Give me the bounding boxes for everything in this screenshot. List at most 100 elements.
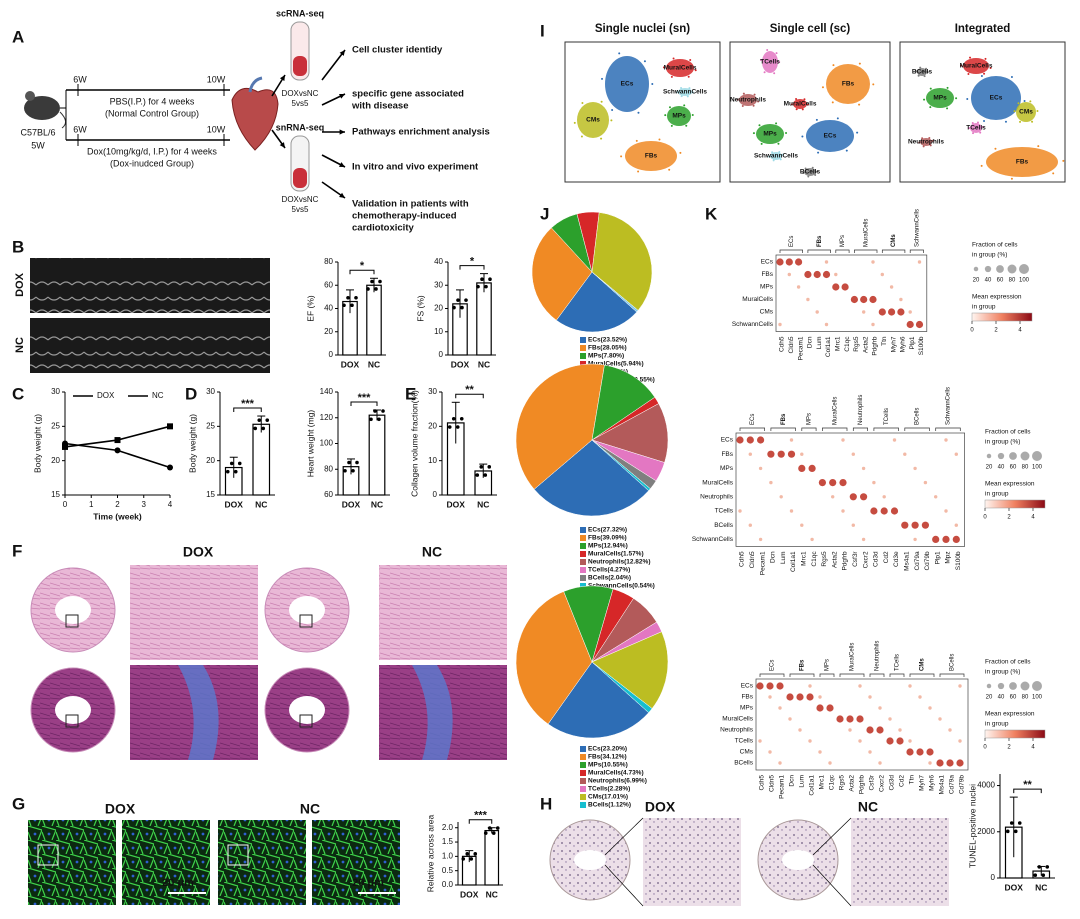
- point: [451, 416, 456, 421]
- dot: [858, 684, 862, 688]
- cluster-dot: [983, 120, 986, 123]
- dot: [908, 684, 912, 688]
- zoom-image: [379, 565, 507, 660]
- point: [1033, 873, 1038, 878]
- dot: [915, 320, 924, 329]
- label: DOXvsNC: [282, 89, 319, 98]
- gene-label: Myh6: [900, 336, 907, 352]
- label: TCells: [735, 738, 754, 745]
- label: 0: [433, 490, 438, 499]
- cluster-dot: [618, 52, 621, 55]
- marker: [114, 447, 121, 454]
- dot: [897, 308, 905, 316]
- cluster-dot: [768, 155, 771, 158]
- label: MPs: [763, 131, 777, 138]
- panel-label: A: [12, 27, 24, 46]
- panel-label: J: [540, 204, 549, 223]
- cluster-dot: [771, 151, 774, 154]
- cluster-dot: [620, 155, 623, 158]
- dot: [777, 450, 785, 458]
- cluster-dot: [600, 137, 603, 140]
- label: MPs: [672, 113, 686, 120]
- dot: [871, 260, 875, 264]
- gene-label: Cd79b: [924, 551, 931, 571]
- fibrosis: [412, 665, 453, 760]
- size-legend-dot: [997, 452, 1005, 460]
- point: [461, 857, 466, 861]
- label: 0: [983, 745, 987, 751]
- label: MPs(10.55%): [588, 762, 628, 769]
- dot: [848, 728, 852, 732]
- cluster-dot: [966, 98, 969, 101]
- label: ECs: [621, 81, 634, 88]
- label: 20: [206, 456, 215, 465]
- label: chemotherapy-induced: [352, 211, 457, 222]
- point: [447, 425, 452, 429]
- label: CMs(17.01%): [588, 794, 628, 801]
- dot: [878, 761, 882, 765]
- cluster-dot: [1013, 110, 1016, 113]
- label: Neutrophils(6.99%): [588, 778, 647, 785]
- pie-slice: [533, 439, 650, 517]
- dot: [758, 466, 763, 471]
- label: Fraction of cells: [972, 242, 1018, 249]
- dot: [831, 495, 835, 499]
- series-line: [64, 442, 171, 469]
- cluster-dot: [688, 87, 691, 90]
- dot: [767, 450, 775, 458]
- label: 0: [983, 515, 987, 521]
- label: 15: [51, 490, 60, 499]
- dot: [948, 728, 952, 732]
- gene-label: Cd79a: [949, 775, 956, 795]
- label: DOX: [451, 359, 470, 369]
- label: NC: [300, 801, 320, 817]
- label: CMs: [760, 309, 774, 316]
- zoom-box: [65, 614, 79, 628]
- gene-label: Cd2: [883, 551, 890, 563]
- panel-label: I: [540, 21, 545, 40]
- dot: [858, 739, 862, 743]
- fluorescence-image: [28, 820, 116, 905]
- cluster-dot: [1062, 159, 1065, 162]
- zoom-line: [604, 864, 644, 907]
- label: SchwannCells: [692, 536, 734, 543]
- dot: [810, 537, 814, 542]
- point: [377, 417, 381, 422]
- cluster-dot: [779, 158, 782, 161]
- dot: [748, 452, 752, 456]
- label: SchwannCells: [732, 321, 774, 328]
- label: 60: [1010, 465, 1017, 471]
- cluster-dot: [960, 64, 963, 67]
- cluster: [920, 138, 932, 146]
- cluster-dot: [872, 83, 875, 86]
- label: 20: [986, 465, 993, 471]
- lumen: [289, 596, 325, 624]
- cluster-dot: [858, 62, 861, 65]
- dot: [813, 270, 821, 279]
- gene-label: Pecam1: [759, 551, 766, 575]
- cluster-dot: [658, 138, 661, 141]
- label: 0.5: [442, 866, 454, 875]
- dot: [789, 438, 794, 442]
- label: in group (%): [985, 439, 1020, 446]
- point: [381, 409, 385, 413]
- cluster-dot: [980, 164, 983, 167]
- label: Single cell (sc): [770, 23, 851, 35]
- cluster-dot: [785, 132, 788, 135]
- point: [370, 279, 374, 284]
- cluster-dot: [815, 118, 818, 121]
- label: FBs: [645, 153, 658, 160]
- label: 80: [324, 257, 333, 266]
- cluster-dot: [766, 48, 769, 51]
- label: MPs(7.80%): [588, 353, 624, 360]
- dot: [796, 693, 804, 701]
- cluster-dot: [752, 104, 755, 107]
- group-label: MPs: [825, 659, 831, 671]
- point: [475, 473, 480, 477]
- label: 40: [985, 278, 992, 284]
- label: ECs(27.32%): [588, 527, 627, 534]
- point: [354, 296, 358, 300]
- cluster-dot: [694, 69, 697, 72]
- dot: [836, 715, 844, 723]
- dot: [824, 260, 829, 264]
